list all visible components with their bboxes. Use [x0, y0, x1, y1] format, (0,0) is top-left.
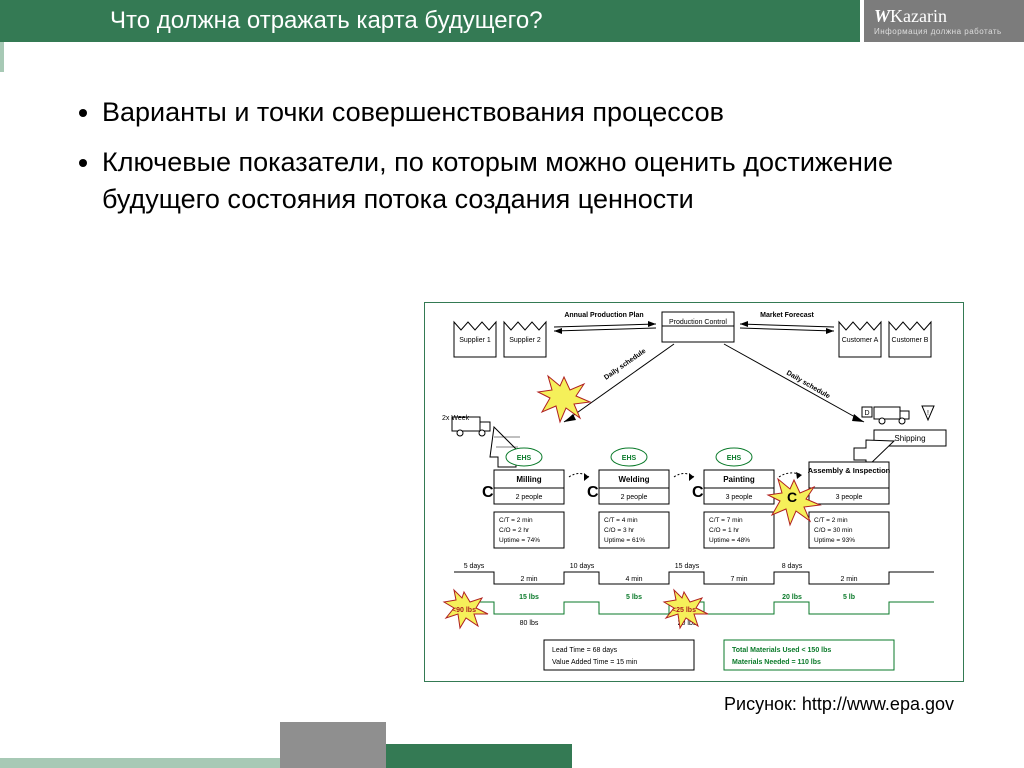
svg-text:Market Forecast: Market Forecast: [760, 312, 814, 319]
summary-right: Total Materials Used < 150 lbs Materials…: [724, 640, 894, 670]
svg-text:C/T = 2 min: C/T = 2 min: [499, 517, 533, 524]
svg-text:3 people: 3 people: [726, 494, 753, 501]
svg-text:15 days: 15 days: [675, 563, 700, 570]
svg-text:Lead Time = 68 days: Lead Time = 68 days: [552, 647, 618, 654]
footer-decor: [0, 722, 1024, 768]
svg-text:Customer B: Customer B: [892, 337, 929, 344]
svg-text:C: C: [587, 484, 599, 501]
svg-text:Materials Needed = 110 lbs: Materials Needed = 110 lbs: [732, 659, 821, 666]
content: Варианты и точки совершенствования проце…: [0, 42, 1024, 217]
slide-title: Что должна отражать карта будущего?: [0, 7, 543, 35]
svg-text:C/O = 1 hr: C/O = 1 hr: [709, 527, 740, 534]
bullet-list: Варианты и точки совершенствования проце…: [72, 94, 952, 217]
svg-text:5 days: 5 days: [464, 563, 485, 570]
svg-text:80 lbs: 80 lbs: [520, 620, 539, 627]
footer-block-green: [386, 744, 572, 768]
svg-text:Uptime = 61%: Uptime = 61%: [604, 537, 645, 544]
svg-text:C: C: [787, 489, 797, 505]
svg-text:<90 lbs: <90 lbs: [452, 607, 476, 614]
svg-text:C/T = 4 min: C/T = 4 min: [604, 517, 638, 524]
image-caption: Рисунок: http://www.epa.gov: [724, 694, 954, 715]
svg-text:!: !: [927, 410, 929, 417]
svg-text:Customer A: Customer A: [842, 337, 879, 344]
logo-subtitle: Информация должна работать: [874, 27, 1002, 36]
svg-text:3 people: 3 people: [836, 494, 863, 501]
svg-text:C: C: [692, 484, 704, 501]
svg-text:5 lbs: 5 lbs: [626, 594, 642, 601]
svg-text:7 min: 7 min: [730, 576, 747, 583]
svg-text:C: C: [482, 484, 494, 501]
left-accent: [0, 42, 4, 72]
svg-text:C/O = 3 hr: C/O = 3 hr: [604, 527, 635, 534]
svg-text:Uptime = 74%: Uptime = 74%: [499, 537, 540, 544]
svg-text:C/O = 2 hr: C/O = 2 hr: [499, 527, 530, 534]
svg-text:Supplier 1: Supplier 1: [459, 337, 491, 344]
svg-text:EHS: EHS: [622, 455, 637, 462]
svg-text:2x Week: 2x Week: [442, 415, 470, 422]
header-bar: Что должна отражать карта будущего? WKaz…: [0, 0, 1024, 42]
svg-text:Supplier 2: Supplier 2: [509, 337, 541, 344]
svg-text:2 min: 2 min: [520, 576, 537, 583]
svg-text:20 lbs: 20 lbs: [782, 594, 802, 601]
svg-text:Shipping: Shipping: [894, 434, 925, 443]
svg-text:Annual Production Plan: Annual Production Plan: [564, 312, 643, 319]
svg-text:2 min: 2 min: [840, 576, 857, 583]
logo-text: WKazarin: [874, 7, 947, 25]
summary-left: Lead Time = 68 days Value Added Time = 1…: [544, 640, 694, 670]
svg-text:D: D: [864, 410, 869, 417]
bullet-item: Варианты и точки совершенствования проце…: [102, 94, 952, 130]
footer-block-light: [0, 758, 280, 768]
svg-text:15 lbs: 15 lbs: [519, 594, 539, 601]
vsm-svg: Supplier 1 Supplier 2 Production Control…: [424, 302, 964, 682]
svg-text:2 people: 2 people: [621, 494, 648, 501]
svg-text:5 lb: 5 lb: [843, 594, 855, 601]
svg-text:C/T = 2 min: C/T = 2 min: [814, 517, 848, 524]
svg-text:Value Added Time = 15 min: Value Added Time = 15 min: [552, 659, 637, 666]
svg-text:EHS: EHS: [517, 455, 532, 462]
svg-text:Painting: Painting: [723, 475, 755, 484]
svg-text:2 people: 2 people: [516, 494, 543, 501]
svg-text:4 min: 4 min: [625, 576, 642, 583]
svg-text:8 days: 8 days: [782, 563, 803, 570]
logo: WKazarin Информация должна работать: [860, 0, 1024, 42]
svg-text:Milling: Milling: [516, 475, 541, 484]
bullet-item: Ключевые показатели, по которым можно оц…: [102, 144, 952, 217]
svg-text:<25 lbs: <25 lbs: [672, 607, 696, 614]
svg-text:C/T = 7 min: C/T = 7 min: [709, 517, 743, 524]
svg-text:10 days: 10 days: [570, 563, 595, 570]
svg-text:Production Control: Production Control: [669, 319, 727, 326]
production-control: Production Control: [662, 312, 734, 342]
svg-text:C/O = 30 min: C/O = 30 min: [814, 527, 853, 534]
svg-text:Uptime = 93%: Uptime = 93%: [814, 537, 855, 544]
svg-text:Uptime = 48%: Uptime = 48%: [709, 537, 750, 544]
vsm-diagram: Supplier 1 Supplier 2 Production Control…: [424, 302, 964, 682]
svg-text:Assembly & Inspection: Assembly & Inspection: [808, 466, 891, 475]
footer-block-gray: [280, 722, 386, 768]
svg-text:Welding: Welding: [619, 475, 650, 484]
svg-text:Total Materials Used < 150 lbs: Total Materials Used < 150 lbs: [732, 647, 831, 654]
svg-text:EHS: EHS: [727, 455, 742, 462]
